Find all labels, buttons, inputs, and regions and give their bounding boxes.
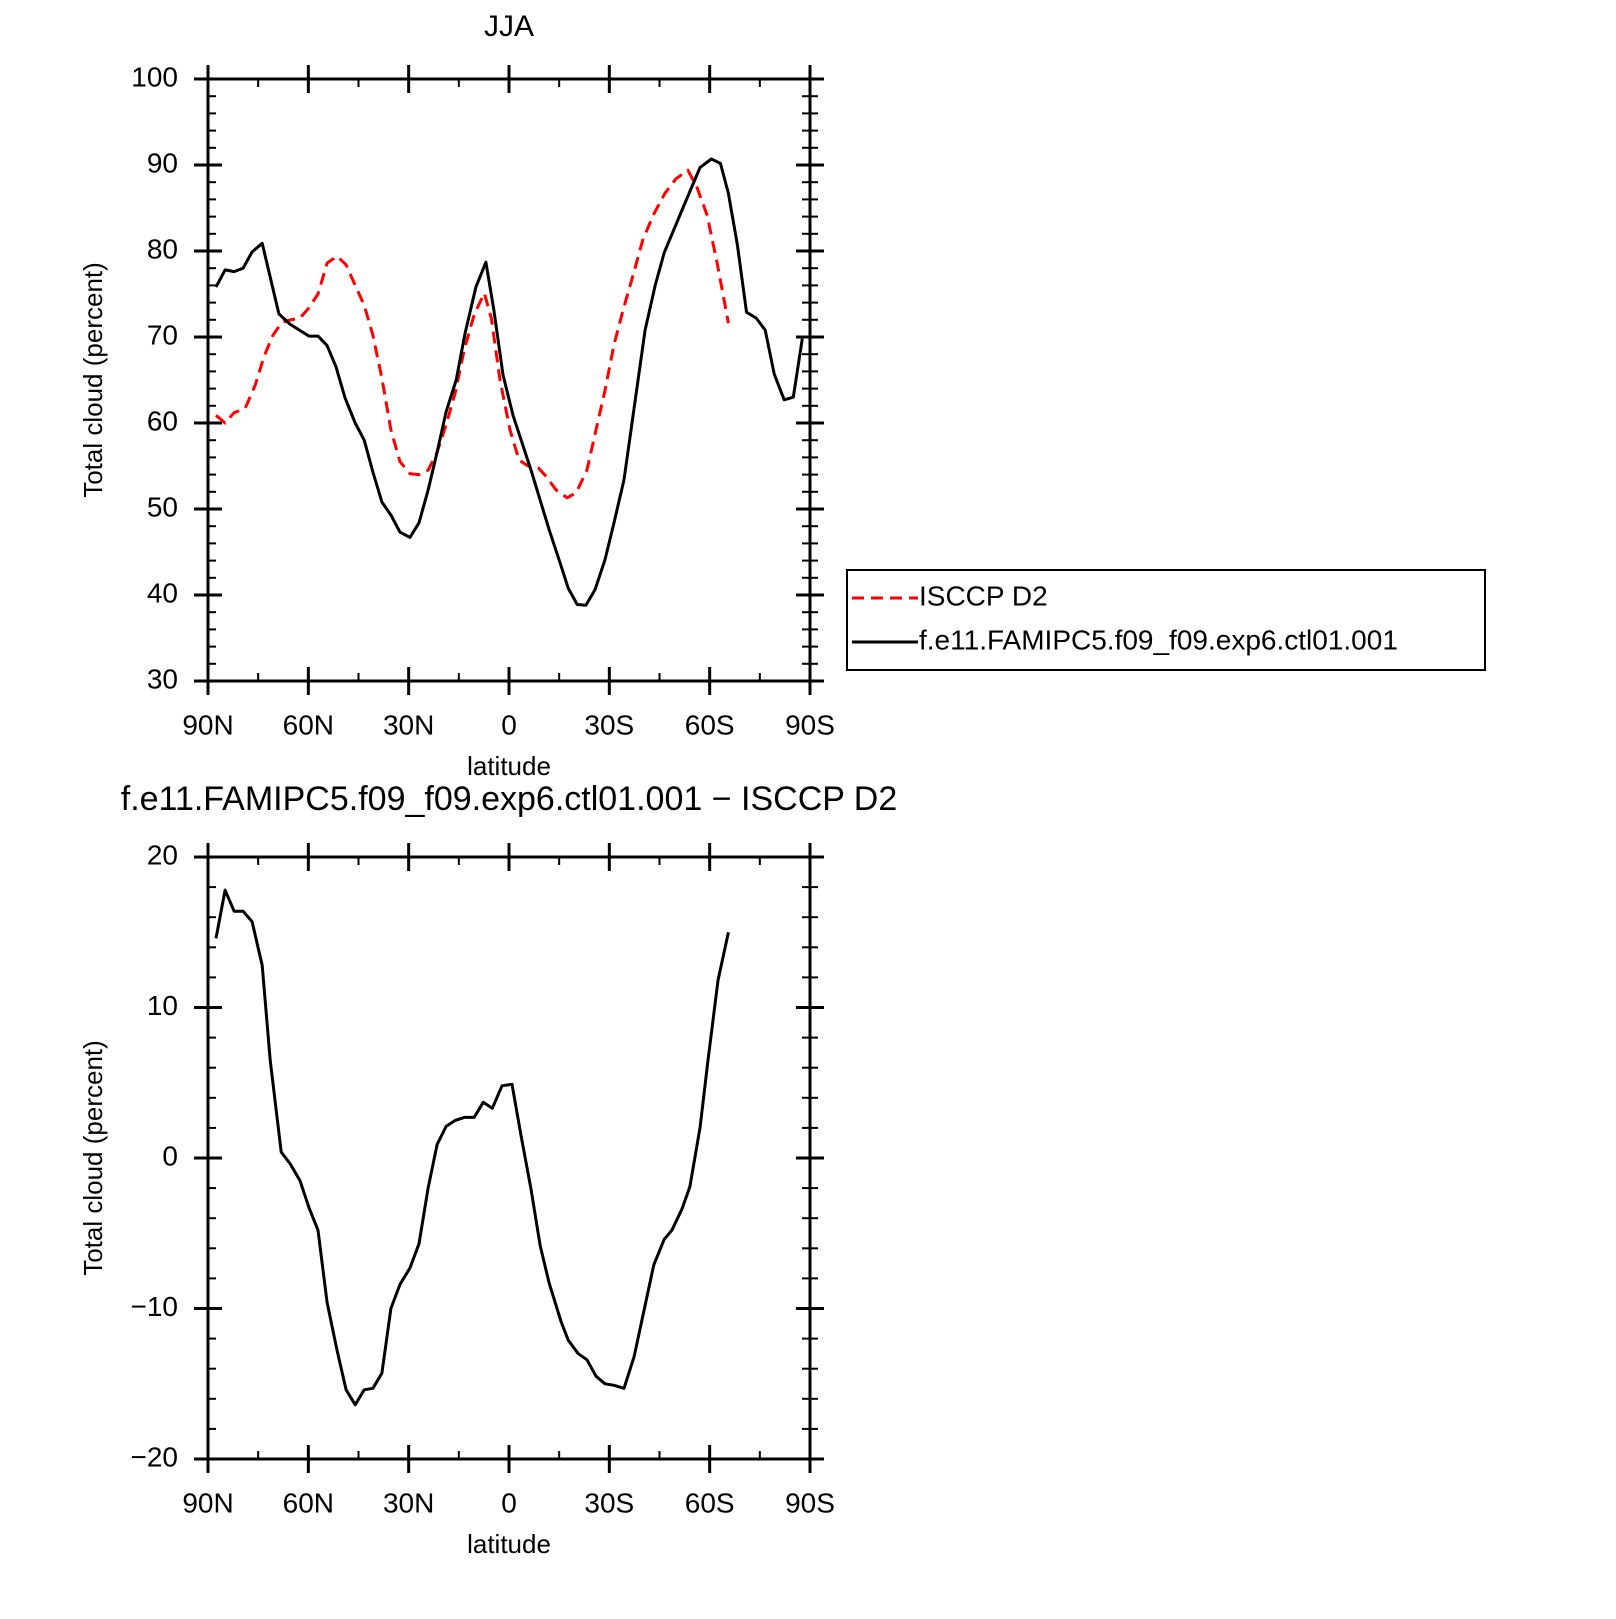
y-tick-label: 10 [147,990,178,1021]
legend-box [846,569,1486,671]
chart-title: f.e11.FAMIPC5.f09_f09.exp6.ctl01.001 − I… [121,780,897,818]
x-tick-label: 60N [283,1487,334,1518]
x-tick-label: 30N [383,709,434,740]
y-axis-label: Total cloud (percent) [78,262,108,498]
y-tick-label: 0 [162,1140,178,1171]
y-tick-label: 30 [147,663,178,694]
x-tick-label: 60S [685,1487,735,1518]
y-tick-label: −20 [131,1441,179,1472]
legend: ISCCP D2 f.e11.FAMIPC5.f09_f09.exp6.ctl01… [846,569,1486,671]
x-axis-label: latitude [467,751,551,781]
legend-label: ISCCP D2 [919,580,1048,611]
y-tick-label: 80 [147,233,178,264]
x-tick-label: 30S [584,709,634,740]
y-tick-label: 20 [147,839,178,870]
plot-frame [206,855,812,1461]
y-tick-label: 50 [147,491,178,522]
x-tick-label: 90S [785,709,835,740]
chart-title: JJA [484,10,534,43]
x-tick-label: 0 [501,709,517,740]
series-line [214,157,804,607]
x-tick-label: 60S [685,709,735,740]
series-line [215,168,730,500]
x-tick-label: 0 [501,1487,517,1518]
y-tick-label: 40 [147,577,178,608]
x-tick-label: 30S [584,1487,634,1518]
x-tick-label: 90N [182,709,233,740]
x-tick-label: 30N [383,1487,434,1518]
y-axis-label: Total cloud (percent) [78,1040,108,1276]
series-line [214,888,730,1407]
x-tick-label: 60N [283,709,334,740]
plot-frame [206,77,812,683]
y-tick-label: −10 [131,1291,179,1322]
x-tick-label: 90S [785,1487,835,1518]
x-axis-label: latitude [467,1529,551,1559]
legend-label: f.e11.FAMIPC5.f09_f09.exp6.ctl01.001 [919,624,1398,655]
y-tick-label: 90 [147,147,178,178]
x-tick-label: 90N [182,1487,233,1518]
y-tick-label: 60 [147,405,178,436]
y-tick-label: 100 [131,61,178,92]
y-tick-label: 70 [147,319,178,350]
